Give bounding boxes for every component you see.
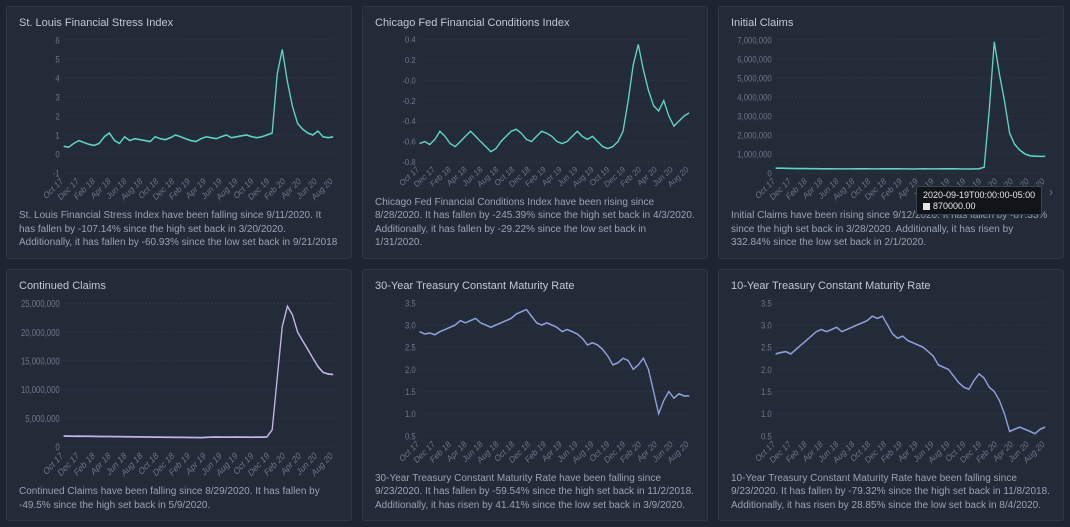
svg-text:4: 4 [55, 73, 60, 84]
svg-text:3.0: 3.0 [405, 319, 416, 330]
chart-next-arrow[interactable]: › [1049, 185, 1053, 199]
chart-card-chicago: Chicago Fed Financial Conditions Index -0… [362, 6, 708, 259]
svg-text:2.0: 2.0 [761, 364, 772, 375]
chart-description: Chicago Fed Financial Conditions Index h… [375, 196, 695, 250]
svg-text:-0.2: -0.2 [402, 97, 416, 106]
svg-text:-0.4: -0.4 [402, 117, 416, 126]
chart-title: St. Louis Financial Stress Index [19, 17, 339, 29]
svg-text:7,000,000: 7,000,000 [737, 35, 772, 46]
chart-card-claims: Initial Claims01,000,0002,000,0003,000,0… [718, 6, 1064, 259]
chart-plot[interactable]: 05,000,00010,000,00015,000,00020,000,000… [19, 296, 339, 482]
svg-text:6,000,000: 6,000,000 [737, 54, 772, 65]
chart-card-continued: Continued Claims05,000,00010,000,00015,0… [6, 269, 352, 522]
svg-text:3.0: 3.0 [761, 319, 772, 330]
series-line [776, 316, 1046, 434]
chart-description: 10-Year Treasury Constant Maturity Rate … [731, 472, 1051, 513]
chart-plot[interactable]: -0.8-0.6-0.4-0.2-0.00.20.4Oct 17Dec 17Fe… [375, 33, 695, 192]
svg-text:10,000,000: 10,000,000 [21, 384, 60, 395]
svg-text:-0.0: -0.0 [402, 76, 416, 85]
svg-text:2.0: 2.0 [405, 364, 416, 375]
svg-text:4,000,000: 4,000,000 [737, 92, 772, 103]
chart-title: Chicago Fed Financial Conditions Index [375, 17, 695, 29]
svg-text:1: 1 [55, 130, 60, 141]
chart-card-t10: 10-Year Treasury Constant Maturity Rate0… [718, 269, 1064, 522]
svg-text:6: 6 [55, 35, 60, 46]
svg-text:2.5: 2.5 [405, 342, 416, 353]
series-line [64, 49, 334, 147]
chart-description: Continued Claims have been falling since… [19, 485, 339, 512]
svg-text:5: 5 [55, 54, 60, 65]
svg-text:2.5: 2.5 [761, 342, 772, 353]
svg-text:1.5: 1.5 [405, 386, 416, 397]
chart-title: 10-Year Treasury Constant Maturity Rate [731, 280, 1051, 292]
chart-description: 30-Year Treasury Constant Maturity Rate … [375, 472, 695, 513]
svg-text:2: 2 [55, 111, 60, 122]
chart-description: Initial Claims have been rising since 9/… [731, 209, 1051, 250]
series-line [420, 44, 690, 151]
svg-text:0.4: 0.4 [405, 35, 416, 44]
svg-text:1,000,000: 1,000,000 [737, 149, 772, 160]
chart-plot[interactable]: 0.51.01.52.02.53.03.5Oct 17Dec 17Feb 18A… [375, 296, 695, 468]
svg-text:3.5: 3.5 [761, 297, 772, 308]
chart-title: Initial Claims [731, 17, 1051, 29]
svg-text:20,000,000: 20,000,000 [21, 326, 60, 337]
svg-text:15,000,000: 15,000,000 [21, 355, 60, 366]
chart-grid: St. Louis Financial Stress Index-1012345… [6, 6, 1064, 521]
chart-title: Continued Claims [19, 280, 339, 292]
chart-description: St. Louis Financial Stress Index have be… [19, 209, 339, 250]
svg-text:-0.6: -0.6 [402, 137, 416, 146]
svg-text:0: 0 [55, 149, 60, 160]
series-line [776, 42, 1046, 169]
svg-text:1.5: 1.5 [761, 386, 772, 397]
svg-text:25,000,000: 25,000,000 [21, 298, 60, 309]
chart-title: 30-Year Treasury Constant Maturity Rate [375, 280, 695, 292]
chart-card-stlouis: St. Louis Financial Stress Index-1012345… [6, 6, 352, 259]
svg-text:0.2: 0.2 [405, 56, 416, 65]
chart-card-t30: 30-Year Treasury Constant Maturity Rate0… [362, 269, 708, 522]
chart-plot[interactable]: 0.51.01.52.02.53.03.5Oct 17Dec 17Feb 18A… [731, 296, 1051, 468]
svg-text:1.0: 1.0 [405, 408, 416, 419]
svg-text:3,000,000: 3,000,000 [737, 111, 772, 122]
svg-text:3.5: 3.5 [405, 297, 416, 308]
chart-plot[interactable]: -10123456Oct 17Dec 17Feb 18Apr 18Jun 18A… [19, 33, 339, 205]
svg-text:5,000,000: 5,000,000 [737, 73, 772, 84]
svg-text:1.0: 1.0 [761, 408, 772, 419]
chart-plot[interactable]: 01,000,0002,000,0003,000,0004,000,0005,0… [731, 33, 1051, 205]
svg-text:3: 3 [55, 92, 60, 103]
svg-text:2,000,000: 2,000,000 [737, 130, 772, 141]
svg-text:5,000,000: 5,000,000 [25, 412, 60, 423]
